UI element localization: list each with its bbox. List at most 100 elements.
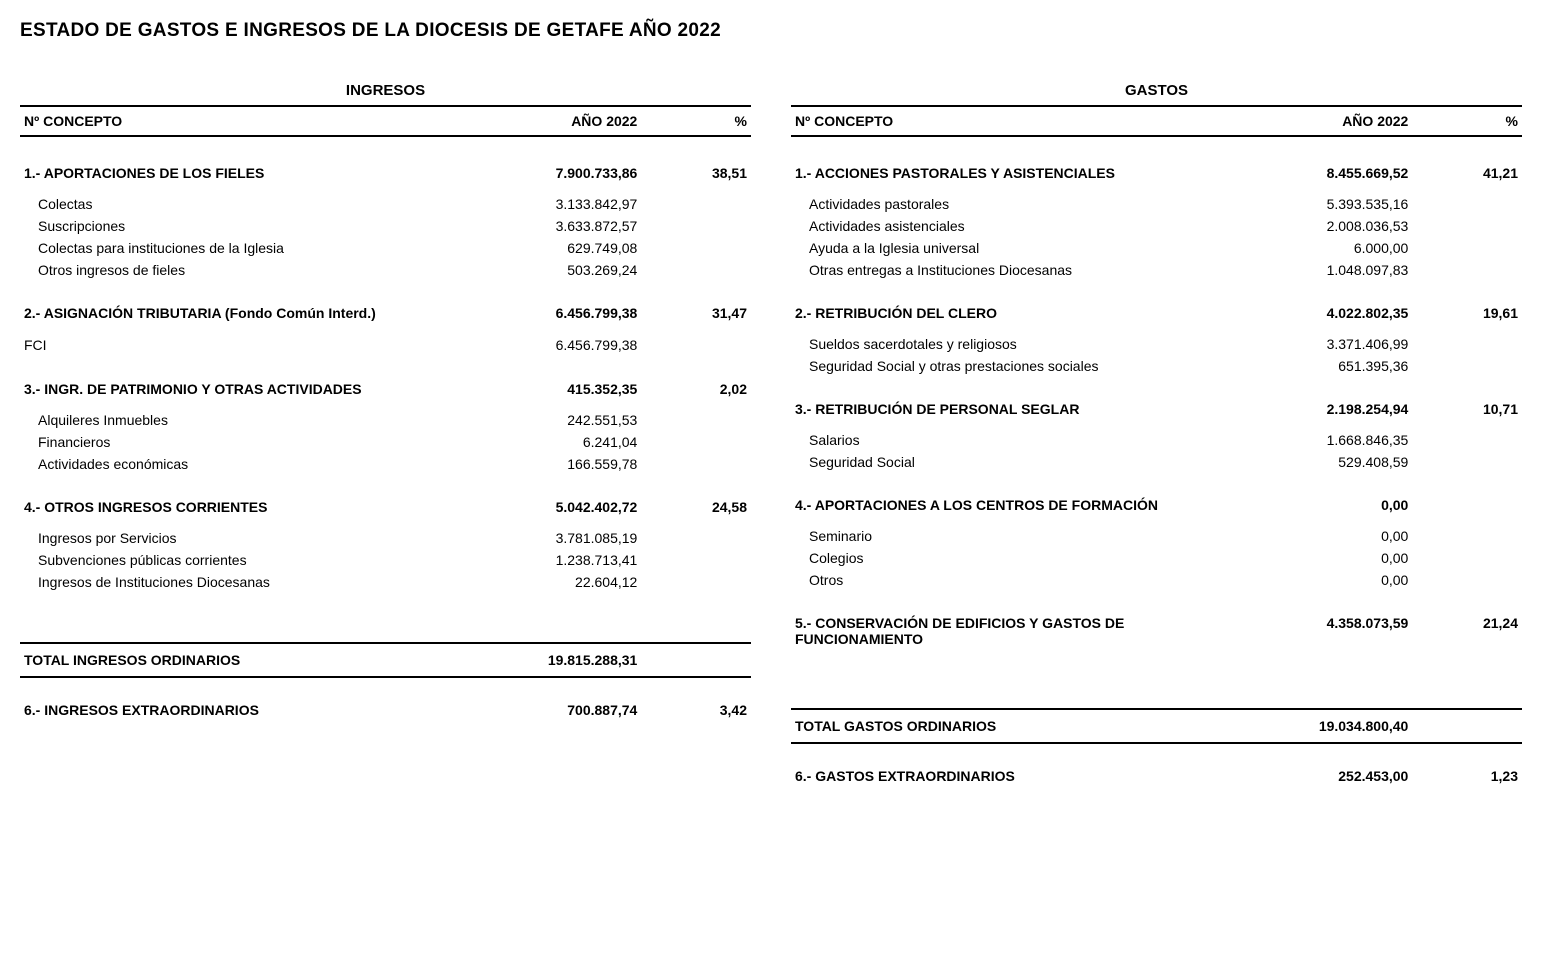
item-pct — [1412, 547, 1522, 569]
item-pct — [1412, 259, 1522, 281]
item-amount: 629.749,08 — [444, 237, 641, 259]
ingresos-table: Nº CONCEPTO AÑO 2022 % 1.- APORTACIONES … — [20, 105, 751, 730]
section-header: 4.- OTROS INGRESOS CORRIENTES5.042.402,7… — [20, 475, 751, 527]
section-pct — [1412, 473, 1522, 525]
gastos-header-row: Nº CONCEPTO AÑO 2022 % — [791, 106, 1522, 136]
table-row: Subvenciones públicas corrientes1.238.71… — [20, 549, 751, 571]
gastos-column: GASTOS Nº CONCEPTO AÑO 2022 % 1.- ACCION… — [791, 82, 1522, 796]
table-row: Seminario0,00 — [791, 525, 1522, 547]
total-row: TOTAL INGRESOS ORDINARIOS19.815.288,31 — [20, 643, 751, 677]
item-pct — [1412, 333, 1522, 355]
item-pct — [1412, 451, 1522, 473]
item-amount: 1.668.846,35 — [1215, 429, 1412, 451]
table-row: FCI6.456.799,38 — [20, 333, 751, 357]
item-label: Seguridad Social — [791, 451, 1215, 473]
item-label: Actividades asistenciales — [791, 215, 1215, 237]
item-amount: 3.133.842,97 — [444, 193, 641, 215]
item-label: Financieros — [20, 431, 444, 453]
gastos-table: Nº CONCEPTO AÑO 2022 % 1.- ACCIONES PAST… — [791, 105, 1522, 796]
item-amount: 1.048.097,83 — [1215, 259, 1412, 281]
item-pct — [1412, 525, 1522, 547]
item-label: Seguridad Social y otras prestaciones so… — [791, 355, 1215, 377]
item-label: Ingresos por Servicios — [20, 527, 444, 549]
total-label: TOTAL GASTOS ORDINARIOS — [791, 709, 1215, 743]
item-amount: 166.559,78 — [444, 453, 641, 475]
gastos-title: GASTOS — [791, 82, 1522, 99]
item-pct — [641, 549, 751, 571]
table-row: Ayuda a la Iglesia universal6.000,00 — [791, 237, 1522, 259]
item-label: Salarios — [791, 429, 1215, 451]
section-label: 4.- APORTACIONES A LOS CENTROS DE FORMAC… — [791, 473, 1215, 525]
header-ano: AÑO 2022 — [444, 106, 641, 136]
item-amount: 2.008.036,53 — [1215, 215, 1412, 237]
section-pct: 41,21 — [1412, 136, 1522, 193]
item-label: Actividades económicas — [20, 453, 444, 475]
table-row: Otros0,00 — [791, 569, 1522, 591]
table-row: Suscripciones3.633.872,57 — [20, 215, 751, 237]
section-header: 1.- APORTACIONES DE LOS FIELES7.900.733,… — [20, 136, 751, 193]
section-pct: 3,42 — [641, 677, 751, 730]
item-pct — [641, 215, 751, 237]
section-header: 1.- ACCIONES PASTORALES Y ASISTENCIALES8… — [791, 136, 1522, 193]
item-pct — [641, 431, 751, 453]
table-row: Sueldos sacerdotales y religiosos3.371.4… — [791, 333, 1522, 355]
item-pct — [641, 237, 751, 259]
section-pct: 31,47 — [641, 281, 751, 333]
item-amount: 5.393.535,16 — [1215, 193, 1412, 215]
section-amount: 7.900.733,86 — [444, 136, 641, 193]
section-amount: 0,00 — [1215, 473, 1412, 525]
item-pct — [1412, 237, 1522, 259]
item-label: Colegios — [791, 547, 1215, 569]
section-amount: 8.455.669,52 — [1215, 136, 1412, 193]
header-concepto: Nº CONCEPTO — [791, 106, 1215, 136]
section-header: 5.- CONSERVACIÓN DE EDIFICIOS Y GASTOS D… — [791, 591, 1522, 659]
section-amount: 415.352,35 — [444, 357, 641, 409]
total-amount: 19.034.800,40 — [1215, 709, 1412, 743]
section-amount: 700.887,74 — [444, 677, 641, 730]
table-row: Seguridad Social529.408,59 — [791, 451, 1522, 473]
item-amount: 3.371.406,99 — [1215, 333, 1412, 355]
item-label: Ingresos de Instituciones Diocesanas — [20, 571, 444, 593]
section-pct: 19,61 — [1412, 281, 1522, 333]
table-row: Actividades económicas166.559,78 — [20, 453, 751, 475]
item-label: Otros ingresos de fieles — [20, 259, 444, 281]
section-amount: 4.358.073,59 — [1215, 591, 1412, 659]
table-row: Ingresos por Servicios3.781.085,19 — [20, 527, 751, 549]
header-ano: AÑO 2022 — [1215, 106, 1412, 136]
item-label: Subvenciones públicas corrientes — [20, 549, 444, 571]
item-pct — [1412, 569, 1522, 591]
item-label: FCI — [20, 333, 444, 357]
item-amount: 6.000,00 — [1215, 237, 1412, 259]
item-pct — [641, 409, 751, 431]
item-amount: 503.269,24 — [444, 259, 641, 281]
item-pct — [1412, 429, 1522, 451]
total-amount: 19.815.288,31 — [444, 643, 641, 677]
item-amount: 651.395,36 — [1215, 355, 1412, 377]
section-header: 6.- INGRESOS EXTRAORDINARIOS700.887,743,… — [20, 677, 751, 730]
table-row: Ingresos de Instituciones Diocesanas22.6… — [20, 571, 751, 593]
table-row: Otros ingresos de fieles503.269,24 — [20, 259, 751, 281]
item-pct — [1412, 215, 1522, 237]
table-row: Salarios1.668.846,35 — [791, 429, 1522, 451]
item-amount: 0,00 — [1215, 525, 1412, 547]
section-label: 1.- APORTACIONES DE LOS FIELES — [20, 136, 444, 193]
item-label: Colectas — [20, 193, 444, 215]
total-label: TOTAL INGRESOS ORDINARIOS — [20, 643, 444, 677]
section-label: 5.- CONSERVACIÓN DE EDIFICIOS Y GASTOS D… — [791, 591, 1215, 659]
item-pct — [641, 333, 751, 357]
header-pct: % — [1412, 106, 1522, 136]
table-row: Actividades pastorales5.393.535,16 — [791, 193, 1522, 215]
item-label: Sueldos sacerdotales y religiosos — [791, 333, 1215, 355]
page-title: ESTADO DE GASTOS E INGRESOS DE LA DIOCES… — [20, 20, 1522, 42]
section-label: 3.- INGR. DE PATRIMONIO Y OTRAS ACTIVIDA… — [20, 357, 444, 409]
section-label: 4.- OTROS INGRESOS CORRIENTES — [20, 475, 444, 527]
section-label: 6.- GASTOS EXTRAORDINARIOS — [791, 743, 1215, 796]
section-pct: 21,24 — [1412, 591, 1522, 659]
item-pct — [641, 527, 751, 549]
item-label: Otras entregas a Instituciones Diocesana… — [791, 259, 1215, 281]
item-label: Colectas para instituciones de la Iglesi… — [20, 237, 444, 259]
table-row: Alquileres Inmuebles242.551,53 — [20, 409, 751, 431]
table-row: Seguridad Social y otras prestaciones so… — [791, 355, 1522, 377]
item-label: Ayuda a la Iglesia universal — [791, 237, 1215, 259]
item-pct — [641, 259, 751, 281]
